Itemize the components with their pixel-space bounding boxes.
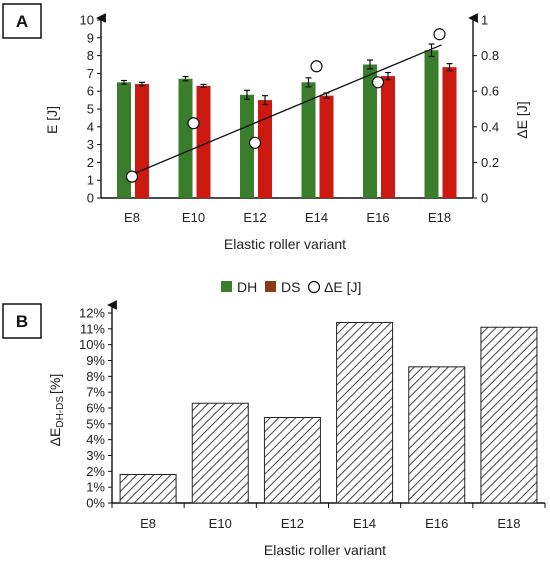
panel-a-bar-ds xyxy=(258,100,272,198)
panel-a-y2-tick-label: 0.2 xyxy=(481,155,499,170)
legend-label-dh: DH xyxy=(237,279,257,295)
panel-b-bars xyxy=(111,322,546,508)
panel-a-y2-tick-label: 0.8 xyxy=(481,48,499,63)
panel-b-y-tick-label: 6% xyxy=(86,401,105,416)
panel-b-y-tick-label: 0% xyxy=(86,496,105,511)
panel-b-y-label-sub: DH-DS xyxy=(55,396,66,428)
panel-b-x-tick-label: E8 xyxy=(140,516,156,531)
legend-swatch-dh xyxy=(221,281,232,292)
legend: DH DS ΔE [J] xyxy=(221,279,361,295)
panel-a-trendline xyxy=(130,44,442,176)
panel-a-y-label: E [J] xyxy=(44,106,60,134)
panel-b-x-tick-label: E18 xyxy=(497,516,520,531)
panel-a-x-label: Elastic roller variant xyxy=(224,236,346,252)
panel-a-y-tick-label: 3 xyxy=(87,137,94,152)
panel-a-x-tick-label: E18 xyxy=(428,210,451,225)
panel-b-y-tick-label: 12% xyxy=(79,306,105,321)
panel-a-x-tick-label: E14 xyxy=(305,210,328,225)
panel-b-y-tick-label: 11% xyxy=(80,321,105,336)
panel-a-y-tick-label: 7 xyxy=(87,66,94,81)
panel-b-bar xyxy=(408,366,466,504)
panel-a-y-tick-label: 4 xyxy=(87,119,94,134)
panel-a-y-tick-label: 9 xyxy=(87,30,94,45)
panel-a-x-ticks: E8 E10 E12 E14 E16 E18 xyxy=(124,210,451,225)
panel-a-bar-ds xyxy=(319,95,334,198)
panel-b-y-label-main: ΔE xyxy=(47,428,63,447)
panel-b-x-tick-label: E10 xyxy=(209,516,232,531)
panel-b-bar xyxy=(336,322,394,504)
panel-b-y-tick-label: 5% xyxy=(86,416,105,431)
panel-a-y-tick-label: 5 xyxy=(87,102,94,117)
panel-a-y-tick-label: 1 xyxy=(87,173,94,188)
panel-a-x-tick-label: E12 xyxy=(243,210,266,225)
panel-a-x-tick-label: E16 xyxy=(366,210,389,225)
panel-a-bar-dh xyxy=(424,50,439,199)
panel-b-x-label: Elastic roller variant xyxy=(264,542,386,558)
panel-a-bar-ds xyxy=(381,76,395,198)
panel-a-bar-dh xyxy=(363,64,377,198)
panel-b-y-tick-label: 10% xyxy=(79,337,105,352)
panel-b-axes xyxy=(107,300,545,504)
panel-b-y-tick-label: 9% xyxy=(86,353,105,368)
panel-a-delta-point xyxy=(125,170,139,183)
panel-a-y-tick-label: 2 xyxy=(87,155,94,170)
panel-b-x-ticks: E8 E10 E12 E14 E16 E18 xyxy=(140,516,520,531)
panel-a-axes xyxy=(96,13,478,199)
panel-a-y2-tick-label: 0 xyxy=(481,191,488,206)
panel-a-y-tick-label: 0 xyxy=(87,191,94,206)
panel-a-y-tick-label: 6 xyxy=(87,84,94,99)
panel-a-delta-series xyxy=(125,28,446,183)
legend-marker-delta xyxy=(307,280,321,294)
panel-a-y2-label: ΔE [J] xyxy=(514,101,530,138)
panel-a-bar-dh xyxy=(117,82,131,198)
panel-a-bar-dh xyxy=(178,78,193,198)
panel-b-bar xyxy=(191,402,249,504)
panel-b-x-tick-label: E16 xyxy=(425,516,448,531)
panel-a-y2-tick-label: 1 xyxy=(481,13,488,28)
panel-a-y-ticks: 0 1 2 3 4 5 6 7 8 9 10 xyxy=(80,13,101,206)
panel-a-delta-point xyxy=(187,117,200,130)
legend-label-delta: ΔE [J] xyxy=(324,279,361,295)
panel-a-bar-dh xyxy=(240,94,254,198)
panel-b-x-tick-label: E12 xyxy=(281,516,304,531)
legend-swatch-ds xyxy=(265,281,276,292)
panel-b-y-tick-label: 3% xyxy=(86,448,105,463)
panel-b-bar xyxy=(480,326,538,504)
panel-b: B E8 E10 E12 E14 E16 E18 0%1%2%3%4%5%6%7%8%9%… xyxy=(2,300,546,558)
panel-b-y-tick-label: 1% xyxy=(86,480,105,495)
panel-b-x-tick-label: E14 xyxy=(353,516,376,531)
panel-b-y-ticks: 0%1%2%3%4%5%6%7%8%9%10%11%12% xyxy=(79,306,112,511)
panel-a-y-tick-label: 10 xyxy=(80,13,94,28)
panel-b-y-tick-label: 2% xyxy=(86,464,105,479)
panel-a-delta-point xyxy=(433,28,446,41)
panel-a: A E8 E10 E12 E14 E16 E18 0 1 2 3 4 5 6 7 8 9 10 0 0.2 0.4… xyxy=(2,3,530,295)
panel-a-delta-point xyxy=(371,76,385,89)
panel-a-x-tick-label: E10 xyxy=(182,210,205,225)
panel-a-y2-tick-label: 0.4 xyxy=(481,119,499,134)
legend-label-ds: DS xyxy=(281,279,300,295)
panel-a-box xyxy=(2,3,42,39)
panel-b-letter: B xyxy=(16,312,28,331)
panel-a-bar-ds xyxy=(135,84,149,198)
panel-b-y-tick-label: 8% xyxy=(86,369,105,384)
panel-a-bar-ds xyxy=(442,67,457,198)
panel-a-bar-ds xyxy=(196,85,211,198)
panel-b-y-tick-label: 7% xyxy=(86,385,105,400)
panel-a-bars xyxy=(117,43,457,199)
panel-a-letter: A xyxy=(16,12,28,31)
panel-a-y-tick-label: 8 xyxy=(87,48,94,63)
panel-b-bar xyxy=(263,417,321,504)
panel-a-x-tick-label: E8 xyxy=(124,210,140,225)
panel-a-delta-point xyxy=(248,136,262,149)
panel-b-y-label-unit: [%] xyxy=(47,374,63,394)
panel-a-y2-ticks: 0 0.2 0.4 0.6 0.8 1 xyxy=(473,13,499,206)
panel-b-box xyxy=(2,303,42,339)
panel-b-y-tick-label: 4% xyxy=(86,432,105,447)
panel-b-bar xyxy=(119,474,177,504)
panel-b-y-label: ΔEDH-DS [%] xyxy=(47,374,66,447)
panel-a-delta-point xyxy=(310,60,323,73)
panel-a-y2-tick-label: 0.6 xyxy=(481,84,499,99)
panel-a-bar-dh xyxy=(301,82,316,198)
